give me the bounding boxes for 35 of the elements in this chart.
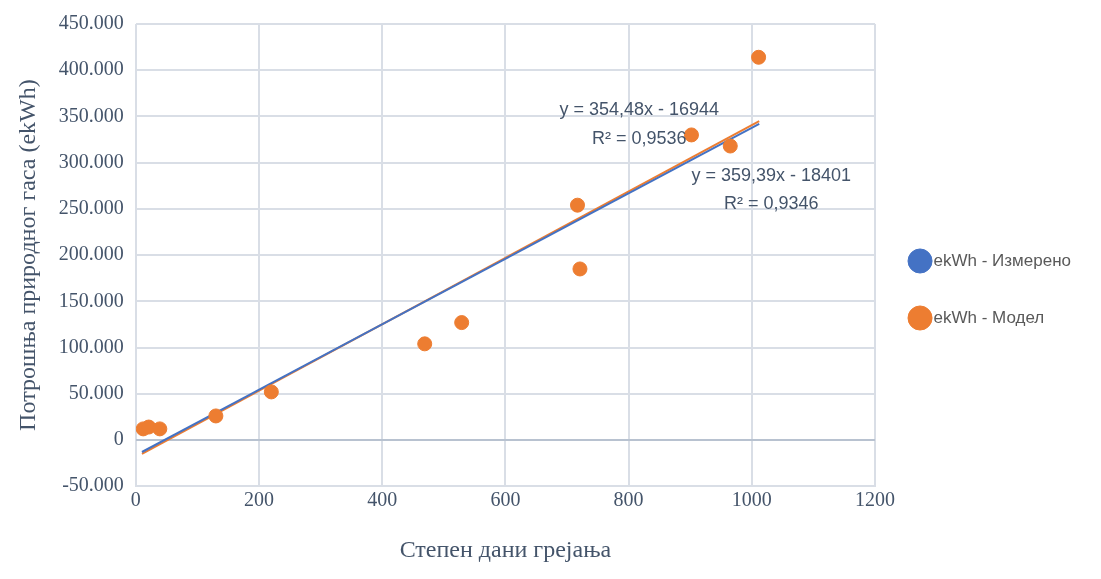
point (208, 408, 224, 424)
y-tick-label: 200.000 (58, 242, 124, 265)
x-axis-title: Степен дани грејања (399, 535, 612, 562)
y-tick-label: -50.000 (62, 473, 124, 496)
y-tick-label: 350.000 (58, 103, 124, 126)
y-tick-label: 0 (113, 427, 124, 450)
annotation: R² = 0,9536 (591, 127, 687, 148)
point (751, 49, 767, 65)
point (569, 197, 585, 213)
legend-label: ekWh - Модел (933, 307, 1045, 327)
x-tick-label: 800 (613, 488, 644, 511)
legend-label: ekWh - Измерено (933, 250, 1072, 270)
y-tick-label: 250.000 (58, 196, 124, 219)
point (263, 384, 279, 400)
x-tick-label: 400 (367, 488, 398, 511)
x-tick-label: 1000 (731, 488, 772, 511)
point (417, 336, 433, 352)
y-tick-label: 300.000 (58, 149, 124, 172)
y-tick-label: 50.000 (68, 381, 124, 404)
x-tick-label: 1200 (855, 488, 896, 511)
annotation: y = 354,48x - 16944 (559, 98, 720, 119)
point (722, 138, 738, 154)
x-tick-label: 200 (244, 488, 275, 511)
x-tick-label: 600 (490, 488, 521, 511)
y-tick-label: 100.000 (58, 334, 124, 357)
y-axis-title: Потрошња природног гаса (ekWh) (13, 79, 40, 431)
y-tick-label: 450.000 (58, 11, 124, 34)
y-tick-label: 400.000 (58, 57, 124, 80)
point (572, 261, 588, 277)
x-tick-label: 0 (130, 488, 141, 511)
point (152, 421, 168, 437)
annotation: y = 359,39x - 18401 (691, 165, 852, 186)
point (454, 315, 470, 331)
y-tick-label: 150.000 (58, 288, 124, 311)
annotation: R² = 0,9346 (723, 193, 819, 214)
